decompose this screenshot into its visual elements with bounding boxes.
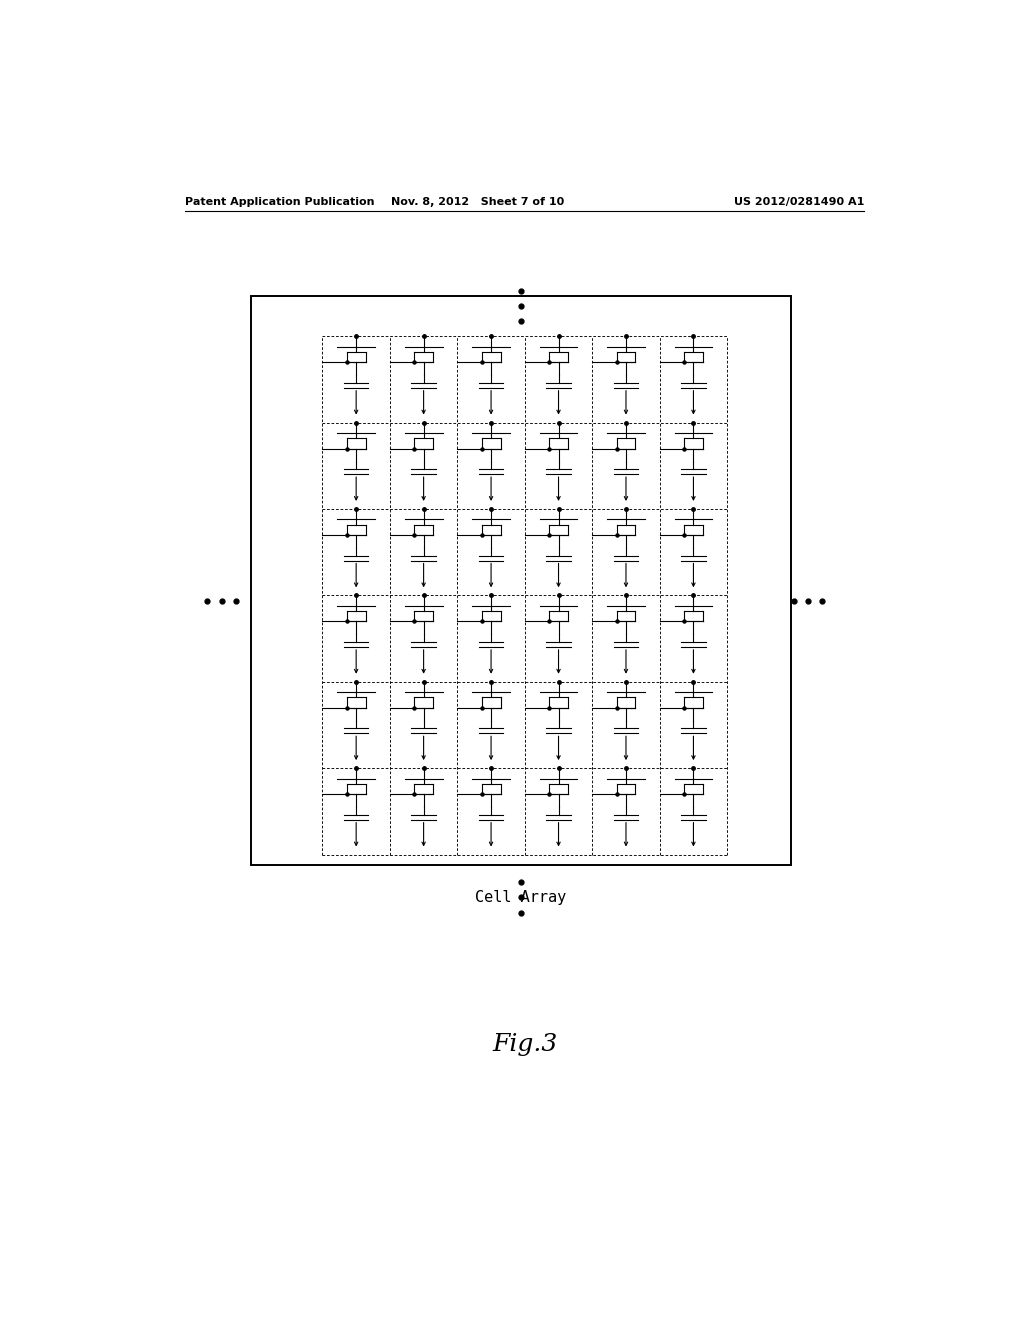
Text: Fig.3: Fig.3	[493, 1032, 557, 1056]
Text: US 2012/0281490 A1: US 2012/0281490 A1	[734, 197, 864, 207]
Bar	[251, 296, 791, 865]
Text: Nov. 8, 2012   Sheet 7 of 10: Nov. 8, 2012 Sheet 7 of 10	[390, 197, 564, 207]
Text: Patent Application Publication: Patent Application Publication	[185, 197, 375, 207]
Text: Cell Array: Cell Array	[475, 890, 566, 906]
